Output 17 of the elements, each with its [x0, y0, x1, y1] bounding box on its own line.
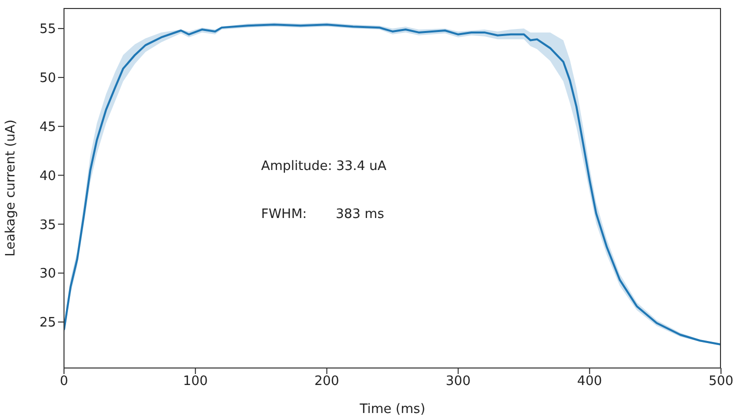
x-tick-label: 200 [314, 374, 340, 390]
y-axis-title: Leakage current (uA) [4, 120, 19, 256]
x-axis-title: Time (ms) [358, 402, 426, 415]
x-tick-label: 400 [577, 374, 602, 390]
y-tick-label: 30 [39, 266, 56, 282]
y-tick-label: 55 [39, 22, 56, 38]
y-tick-label: 50 [39, 71, 56, 86]
x-tick-label: 500 [708, 374, 734, 390]
x-tick-label: 300 [446, 374, 471, 390]
annotation: Amplitude: 33.4 uA [261, 159, 386, 174]
annotation: FWHM: 383 ms [261, 207, 384, 222]
y-tick-label: 40 [39, 168, 56, 184]
x-tick-label: 100 [182, 374, 208, 390]
y-tick-label: 25 [39, 316, 56, 331]
x-tick-label: 0 [60, 374, 68, 390]
y-tick-label: 45 [39, 120, 56, 135]
y-tick-label: 35 [39, 218, 56, 233]
